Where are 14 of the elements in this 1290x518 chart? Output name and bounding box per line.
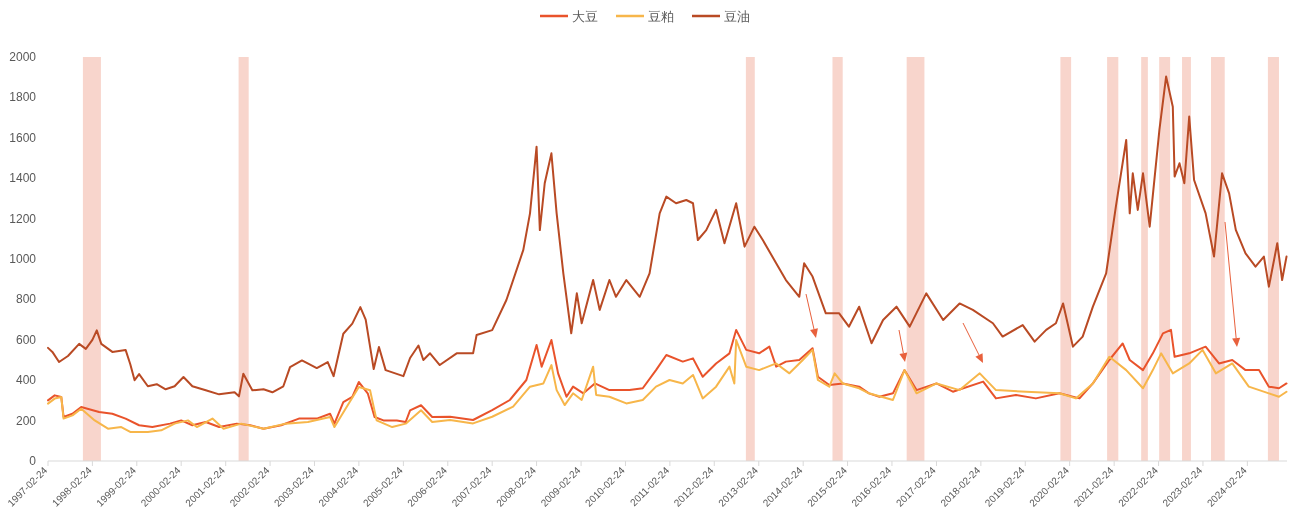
y-tick-label: 1200 <box>9 211 37 226</box>
y-tick-label: 1400 <box>9 171 37 186</box>
y-tick-label: 0 <box>29 454 37 468</box>
y-tick-label: 1000 <box>9 252 37 266</box>
y-tick-label: 800 <box>15 292 37 307</box>
y-tick-label: 200 <box>15 413 37 428</box>
legend-label: 豆油 <box>724 9 750 24</box>
legend-label: 大豆 <box>572 9 598 24</box>
y-tick-label: 2000 <box>9 50 37 64</box>
y-tick-label: 1800 <box>9 90 37 105</box>
y-tick-label: 1600 <box>9 130 37 145</box>
y-tick-label: 600 <box>15 332 37 347</box>
y-tick-label: 400 <box>15 373 37 388</box>
legend-label: 豆粕 <box>648 9 674 24</box>
